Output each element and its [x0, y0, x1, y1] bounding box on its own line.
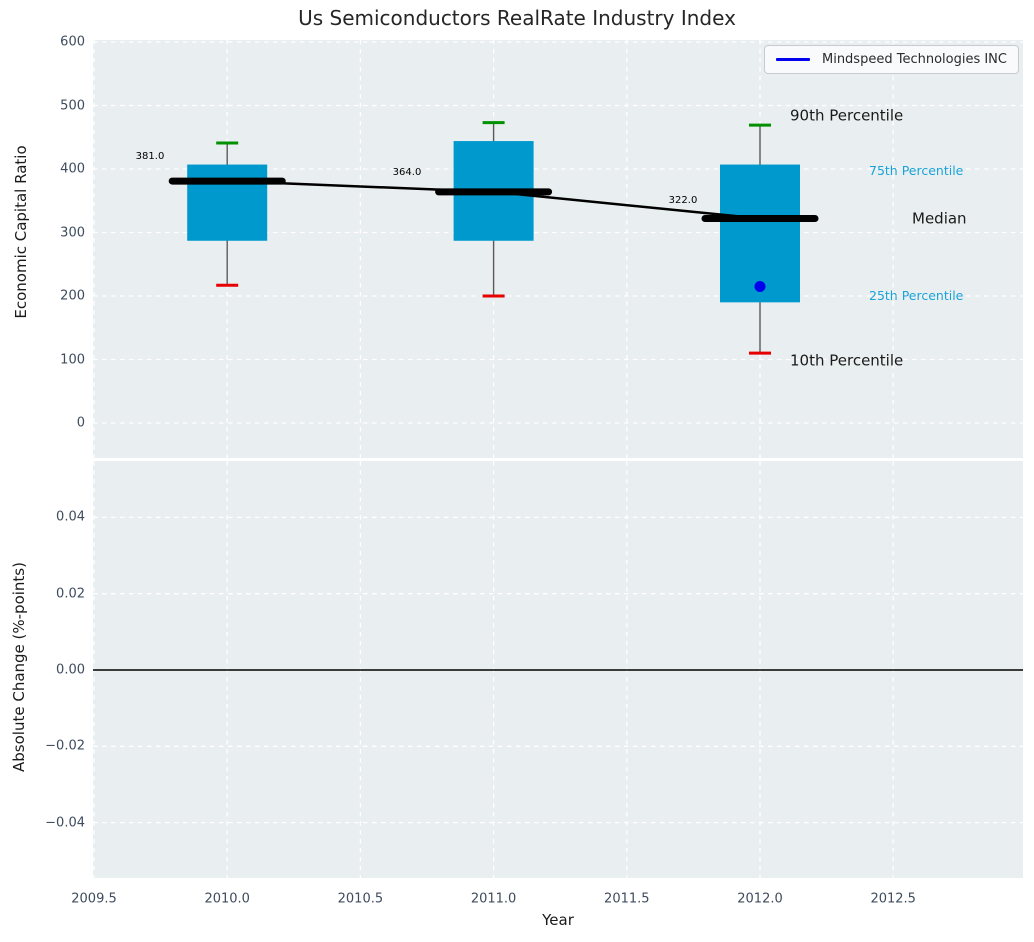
y-tick-label-top: 200: [60, 288, 85, 304]
median-value-label: 381.0: [135, 151, 165, 162]
x-tick-label: 2012.0: [737, 891, 783, 907]
annotation-10th-percentile: 10th Percentile: [790, 351, 904, 370]
y-tick-label-top: 100: [60, 352, 85, 367]
bottom-plot-svg: [93, 461, 1023, 878]
x-tick-label: 2010.5: [337, 891, 384, 907]
y-tick-label-bottom: 0.04: [56, 509, 85, 525]
x-tick-label: 2010.0: [204, 891, 250, 907]
annotation-median: Median: [912, 209, 967, 228]
x-tick-label: 2012.5: [870, 891, 916, 907]
company-point-mindspeed-technologies-inc: [754, 280, 766, 292]
y-tick-label-top: 500: [60, 98, 85, 113]
y-tick-label-bottom: −0.04: [45, 815, 85, 831]
legend: Mindspeed Technologies INC: [763, 45, 1019, 74]
y-tick-label-bottom: 0.00: [56, 662, 85, 678]
y-tick-label-bottom: 0.02: [56, 586, 85, 602]
y-tick-label-top: 300: [60, 225, 85, 240]
box-2010: [187, 164, 268, 241]
y-tick-label-top: 0: [76, 415, 85, 431]
bottom-axes-area: [93, 461, 1023, 878]
x-tick-label: 2011.0: [470, 891, 517, 907]
legend-line-swatch: [775, 58, 810, 61]
box-2012: [720, 164, 800, 303]
top-plot-svg: [93, 40, 1023, 458]
top-axes-area: Mindspeed Technologies INC: [93, 40, 1023, 458]
x-axis-label: Year: [542, 911, 574, 929]
median-value-label: 364.0: [392, 167, 422, 178]
y-tick-label-top: 400: [60, 161, 85, 177]
y-tick-label-bottom: −0.02: [45, 738, 85, 754]
x-tick-label: 2011.5: [604, 891, 650, 907]
annotation-75th-percentile: 75th Percentile: [869, 162, 964, 178]
x-tick-label: 2009.5: [71, 891, 117, 907]
annotation-25th-percentile: 25th Percentile: [869, 287, 964, 303]
median-value-label: 322.0: [668, 195, 698, 206]
chart-title: Us Semiconductors RealRate Industry Inde…: [298, 6, 736, 30]
legend-label: Mindspeed Technologies INC: [821, 52, 1007, 67]
annotation-90th-percentile: 90th Percentile: [790, 106, 904, 125]
y-tick-label-top: 600: [60, 34, 85, 50]
